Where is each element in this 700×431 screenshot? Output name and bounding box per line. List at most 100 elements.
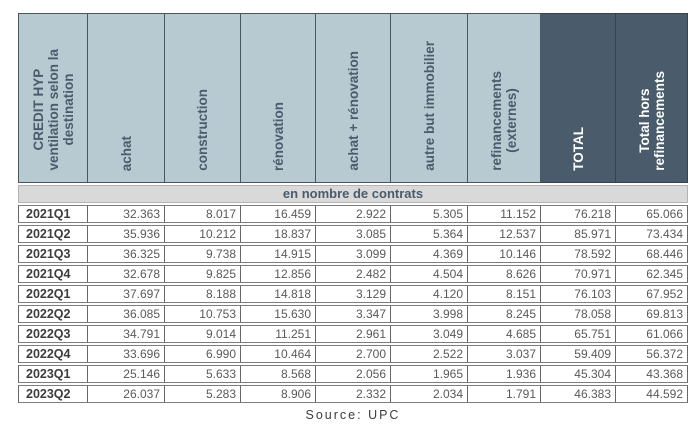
corner-header-label: CREDIT HYP ventilation selon la destinat… xyxy=(30,49,76,171)
cell: 76.218 xyxy=(541,205,616,223)
cell: 2.482 xyxy=(316,265,391,283)
header-row: CREDIT HYP ventilation selon la destinat… xyxy=(18,13,688,183)
credit-hyp-table: CREDIT HYP ventilation selon la destinat… xyxy=(18,11,688,405)
cell: 14.915 xyxy=(241,245,316,263)
cell: 4.504 xyxy=(391,265,468,283)
col-header-label: refinancements (externes) xyxy=(489,71,519,171)
row-label: 2021Q2 xyxy=(18,225,88,243)
subheader-band-row: en nombre de contrats xyxy=(18,185,688,203)
cell: 8.245 xyxy=(468,305,541,323)
row-label: 2021Q1 xyxy=(18,205,88,223)
cell: 10.753 xyxy=(165,305,241,323)
cell: 35.936 xyxy=(88,225,165,243)
cell: 5.364 xyxy=(391,225,468,243)
corner-header-cell: CREDIT HYP ventilation selon la destinat… xyxy=(18,13,88,183)
table-row: 2023Q1 25.146 5.633 8.568 2.056 1.965 1.… xyxy=(18,365,688,383)
cell: 44.592 xyxy=(616,385,688,403)
cell: 9.825 xyxy=(165,265,241,283)
cell: 46.383 xyxy=(541,385,616,403)
col-header-total: TOTAL xyxy=(541,13,616,183)
cell: 65.751 xyxy=(541,325,616,343)
cell: 3.049 xyxy=(391,325,468,343)
table-row: 2021Q3 36.325 9.738 14.915 3.099 4.369 1… xyxy=(18,245,688,263)
cell: 2.056 xyxy=(316,365,391,383)
cell: 11.152 xyxy=(468,205,541,223)
cell: 8.626 xyxy=(468,265,541,283)
table-row: 2021Q2 35.936 10.212 18.837 3.085 5.364 … xyxy=(18,225,688,243)
cell: 2.961 xyxy=(316,325,391,343)
cell: 65.066 xyxy=(616,205,688,223)
cell: 2.522 xyxy=(391,345,468,363)
cell: 8.906 xyxy=(241,385,316,403)
cell: 14.818 xyxy=(241,285,316,303)
cell: 3.998 xyxy=(391,305,468,323)
col-header-label: rénovation xyxy=(270,101,286,171)
col-header-label: Total hors refinancements xyxy=(636,71,667,171)
row-label: 2022Q1 xyxy=(18,285,88,303)
cell: 3.099 xyxy=(316,245,391,263)
cell: 61.066 xyxy=(616,325,688,343)
col-header-total-hors-refinancements: Total hors refinancements xyxy=(616,13,688,183)
cell: 3.347 xyxy=(316,305,391,323)
cell: 1.965 xyxy=(391,365,468,383)
subheader-band-label: en nombre de contrats xyxy=(18,185,688,203)
table-row: 2022Q2 36.085 10.753 15.630 3.347 3.998 … xyxy=(18,305,688,323)
row-label: 2022Q3 xyxy=(18,325,88,343)
cell: 10.146 xyxy=(468,245,541,263)
col-header-refinancements-externes: refinancements (externes) xyxy=(468,13,541,183)
cell: 3.085 xyxy=(316,225,391,243)
col-header-construction: construction xyxy=(165,13,241,183)
cell: 4.685 xyxy=(468,325,541,343)
table-row: 2021Q1 32.363 8.017 16.459 2.922 5.305 1… xyxy=(18,205,688,223)
cell: 2.922 xyxy=(316,205,391,223)
table-row: 2023Q2 26.037 5.283 8.906 2.332 2.034 1.… xyxy=(18,385,688,403)
cell: 62.345 xyxy=(616,265,688,283)
row-label: 2021Q4 xyxy=(18,265,88,283)
cell: 8.151 xyxy=(468,285,541,303)
cell: 25.146 xyxy=(88,365,165,383)
cell: 9.014 xyxy=(165,325,241,343)
col-header-renovation: rénovation xyxy=(241,13,316,183)
cell: 37.697 xyxy=(88,285,165,303)
cell: 76.103 xyxy=(541,285,616,303)
row-label: 2023Q1 xyxy=(18,365,88,383)
cell: 78.592 xyxy=(541,245,616,263)
cell: 67.952 xyxy=(616,285,688,303)
cell: 73.434 xyxy=(616,225,688,243)
row-label: 2022Q4 xyxy=(18,345,88,363)
col-header-achat: achat xyxy=(88,13,165,183)
table-row: 2021Q4 32.678 9.825 12.856 2.482 4.504 8… xyxy=(18,265,688,283)
cell: 6.990 xyxy=(165,345,241,363)
cell: 32.363 xyxy=(88,205,165,223)
cell: 43.368 xyxy=(616,365,688,383)
col-header-label: achat + rénovation xyxy=(345,51,361,171)
cell: 10.212 xyxy=(165,225,241,243)
row-label: 2021Q3 xyxy=(18,245,88,263)
cell: 36.325 xyxy=(88,245,165,263)
cell: 68.446 xyxy=(616,245,688,263)
cell: 15.630 xyxy=(241,305,316,323)
cell: 1.791 xyxy=(468,385,541,403)
cell: 18.837 xyxy=(241,225,316,243)
cell: 85.971 xyxy=(541,225,616,243)
cell: 45.304 xyxy=(541,365,616,383)
cell: 3.129 xyxy=(316,285,391,303)
table-row: 2022Q1 37.697 8.188 14.818 3.129 4.120 8… xyxy=(18,285,688,303)
cell: 8.017 xyxy=(165,205,241,223)
col-header-achat-renovation: achat + rénovation xyxy=(316,13,391,183)
cell: 2.332 xyxy=(316,385,391,403)
cell: 33.696 xyxy=(88,345,165,363)
table-row: 2022Q4 33.696 6.990 10.464 2.700 2.522 3… xyxy=(18,345,688,363)
cell: 12.537 xyxy=(468,225,541,243)
cell: 32.678 xyxy=(88,265,165,283)
cell: 9.738 xyxy=(165,245,241,263)
cell: 56.372 xyxy=(616,345,688,363)
cell: 34.791 xyxy=(88,325,165,343)
cell: 12.856 xyxy=(241,265,316,283)
col-header-label: construction xyxy=(195,89,210,171)
col-header-label: TOTAL xyxy=(570,127,586,171)
col-header-autre-but-immobilier: autre but immobilier xyxy=(391,13,468,183)
cell: 3.037 xyxy=(468,345,541,363)
cell: 36.085 xyxy=(88,305,165,323)
